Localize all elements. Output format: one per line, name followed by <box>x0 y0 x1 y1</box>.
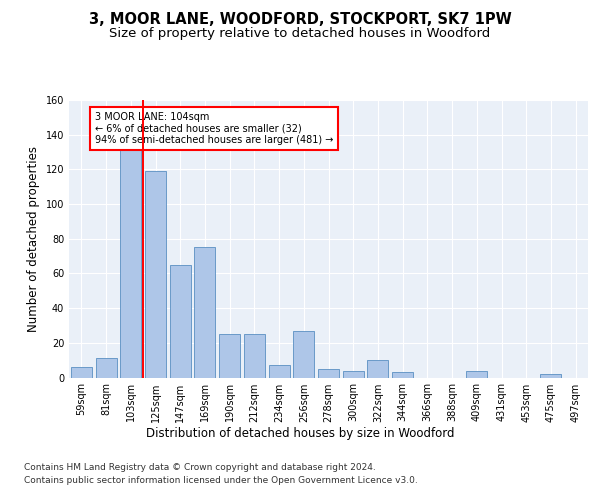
Bar <box>219 334 240 378</box>
Bar <box>318 369 339 378</box>
Text: 3 MOOR LANE: 104sqm
← 6% of detached houses are smaller (32)
94% of semi-detache: 3 MOOR LANE: 104sqm ← 6% of detached hou… <box>95 112 334 146</box>
Bar <box>244 334 265 378</box>
Bar <box>367 360 388 378</box>
Bar <box>71 367 92 378</box>
Y-axis label: Number of detached properties: Number of detached properties <box>27 146 40 332</box>
Bar <box>95 358 116 378</box>
Text: Contains HM Land Registry data © Crown copyright and database right 2024.: Contains HM Land Registry data © Crown c… <box>24 462 376 471</box>
Text: Contains public sector information licensed under the Open Government Licence v3: Contains public sector information licen… <box>24 476 418 485</box>
Bar <box>293 330 314 378</box>
Text: Distribution of detached houses by size in Woodford: Distribution of detached houses by size … <box>146 428 454 440</box>
Bar <box>194 248 215 378</box>
Text: 3, MOOR LANE, WOODFORD, STOCKPORT, SK7 1PW: 3, MOOR LANE, WOODFORD, STOCKPORT, SK7 1… <box>89 12 511 28</box>
Text: Size of property relative to detached houses in Woodford: Size of property relative to detached ho… <box>109 28 491 40</box>
Bar <box>120 147 141 378</box>
Bar <box>466 370 487 378</box>
Bar <box>170 265 191 378</box>
Bar <box>343 370 364 378</box>
Bar <box>145 171 166 378</box>
Bar <box>392 372 413 378</box>
Bar <box>541 374 562 378</box>
Bar <box>269 366 290 378</box>
